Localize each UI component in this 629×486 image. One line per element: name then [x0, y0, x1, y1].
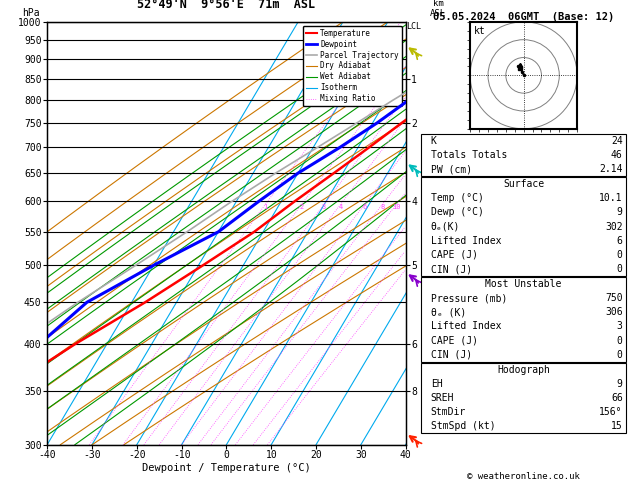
Text: 6: 6 [617, 236, 623, 246]
Text: StmDir: StmDir [431, 407, 466, 417]
Text: 0: 0 [617, 264, 623, 274]
Text: θₑ(K): θₑ(K) [431, 222, 460, 231]
Text: 0: 0 [617, 250, 623, 260]
Text: CIN (J): CIN (J) [431, 350, 472, 360]
Text: Lifted Index: Lifted Index [431, 321, 501, 331]
Text: CAPE (J): CAPE (J) [431, 250, 478, 260]
Text: 3: 3 [322, 204, 326, 210]
Text: 2: 2 [299, 204, 304, 210]
Text: CAPE (J): CAPE (J) [431, 336, 478, 346]
Text: 750: 750 [605, 293, 623, 303]
Text: 4: 4 [338, 204, 343, 210]
Text: K: K [431, 136, 437, 146]
Text: Surface: Surface [503, 179, 544, 189]
Text: 306: 306 [605, 307, 623, 317]
Text: Temp (°C): Temp (°C) [431, 193, 484, 203]
X-axis label: Dewpoint / Temperature (°C): Dewpoint / Temperature (°C) [142, 463, 311, 473]
Text: 1: 1 [264, 204, 267, 210]
Text: 0: 0 [617, 350, 623, 360]
Text: LCL: LCL [406, 21, 421, 31]
Text: km
ASL: km ASL [430, 0, 446, 17]
Text: Hodograph: Hodograph [497, 364, 550, 375]
Text: © weatheronline.co.uk: © weatheronline.co.uk [467, 472, 580, 481]
Text: 9: 9 [617, 208, 623, 217]
Text: 3: 3 [617, 321, 623, 331]
Text: 10.1: 10.1 [599, 193, 623, 203]
Text: Dewp (°C): Dewp (°C) [431, 208, 484, 217]
Text: CIN (J): CIN (J) [431, 264, 472, 274]
Text: 52°49'N  9°56'E  71m  ASL: 52°49'N 9°56'E 71m ASL [137, 0, 316, 11]
Text: PW (cm): PW (cm) [431, 164, 472, 174]
Text: Pressure (mb): Pressure (mb) [431, 293, 507, 303]
Text: Lifted Index: Lifted Index [431, 236, 501, 246]
Text: 10: 10 [392, 204, 401, 210]
Text: kt: kt [474, 26, 485, 36]
Text: SREH: SREH [431, 393, 454, 403]
Text: Totals Totals: Totals Totals [431, 150, 507, 160]
Text: 156°: 156° [599, 407, 623, 417]
Text: 66: 66 [611, 393, 623, 403]
Text: 15: 15 [611, 421, 623, 432]
Text: 24: 24 [611, 136, 623, 146]
Text: 6: 6 [362, 204, 367, 210]
Legend: Temperature, Dewpoint, Parcel Trajectory, Dry Adiabat, Wet Adiabat, Isotherm, Mi: Temperature, Dewpoint, Parcel Trajectory… [303, 26, 402, 106]
Text: 9: 9 [617, 379, 623, 389]
Text: 8: 8 [381, 204, 384, 210]
Text: 0: 0 [617, 336, 623, 346]
Text: 46: 46 [611, 150, 623, 160]
Text: 2.14: 2.14 [599, 164, 623, 174]
Text: Most Unstable: Most Unstable [486, 279, 562, 289]
Text: StmSpd (kt): StmSpd (kt) [431, 421, 496, 432]
Text: hPa: hPa [22, 8, 40, 17]
Text: EH: EH [431, 379, 443, 389]
Text: 302: 302 [605, 222, 623, 231]
Text: θₑ (K): θₑ (K) [431, 307, 466, 317]
Text: 05.05.2024  06GMT  (Base: 12): 05.05.2024 06GMT (Base: 12) [433, 12, 615, 22]
Text: Mixing Ratio (g/kg): Mixing Ratio (g/kg) [459, 182, 467, 284]
